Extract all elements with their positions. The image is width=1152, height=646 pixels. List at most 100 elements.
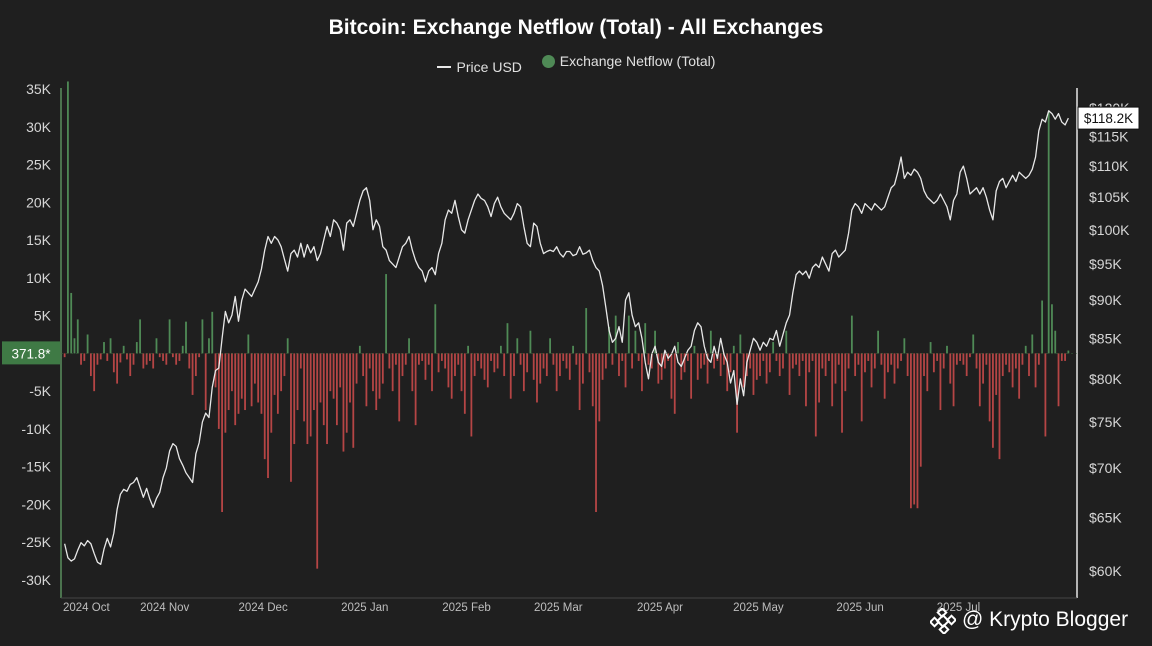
x-tick-label: 2025 Jan [341, 602, 388, 614]
y-right-tick-label: $60K [1089, 563, 1122, 579]
netflow-bar [1054, 330, 1057, 354]
netflow-bar [417, 353, 420, 365]
netflow-bar [185, 321, 187, 354]
netflow-bar [650, 353, 653, 369]
y-right-tick-label: $105K [1089, 189, 1130, 205]
netflow-bar [171, 353, 174, 358]
x-tick-label: 2025 May [733, 602, 784, 614]
netflow-bar [342, 353, 345, 452]
netflow-bar [1021, 353, 1024, 365]
legend-item-netflow[interactable]: Exchange Netflow (Total) [541, 53, 715, 69]
netflow-bar [129, 353, 132, 377]
netflow-bar [483, 353, 486, 380]
netflow-bar [739, 334, 742, 354]
netflow-bar [873, 353, 876, 369]
netflow-bar [450, 353, 453, 399]
y-left-tick-label: 35K [26, 81, 52, 97]
netflow-bar [683, 353, 686, 373]
netflow-bar [217, 353, 220, 429]
legend-item-price[interactable]: Price USD [436, 59, 522, 75]
netflow-bar [824, 353, 827, 377]
netflow-bar [283, 353, 286, 377]
netflow-bar [703, 353, 706, 365]
netflow-bar [906, 353, 909, 377]
netflow-bar [1024, 345, 1027, 354]
netflow-bar [903, 338, 906, 354]
netflow-bar [568, 353, 571, 380]
netflow-bar [529, 330, 532, 354]
netflow-bar [611, 353, 614, 365]
netflow-bar [621, 353, 624, 361]
netflow-bar [588, 353, 591, 373]
netflow-bar [80, 353, 82, 365]
netflow-bar [513, 353, 515, 377]
netflow-bar [916, 353, 919, 509]
netflow-bar [690, 353, 693, 399]
netflow-bar [201, 319, 204, 354]
netflow-bar [867, 353, 870, 361]
price-line-group [64, 110, 1069, 565]
netflow-bar [509, 353, 512, 399]
netflow-bar [365, 353, 368, 407]
netflow-bar [211, 311, 214, 354]
netflow-bar [795, 353, 798, 365]
netflow-bar [798, 353, 801, 377]
netflow-bar [641, 353, 643, 392]
netflow-bar [713, 353, 716, 369]
netflow-bar [326, 353, 328, 445]
chart-title: Bitcoin: Exchange Netflow (Total) - All … [328, 16, 824, 39]
netflow-bar [624, 353, 627, 388]
netflow-bar [470, 353, 473, 437]
netflow-bar [736, 353, 738, 433]
netflow-bar [992, 353, 994, 448]
netflow-bar [742, 353, 745, 388]
netflow-bar [260, 353, 263, 414]
netflow-bar [559, 353, 561, 377]
price-last-value-badge [1077, 106, 1140, 130]
netflow-last-value-badge [2, 341, 60, 365]
netflow-bar [926, 353, 929, 392]
netflow-bar [404, 353, 407, 365]
netflow-bar [103, 342, 105, 354]
netflow-bar [109, 338, 112, 354]
netflow-bar [850, 315, 853, 354]
netflow-bar [562, 353, 565, 361]
netflow-bar [696, 353, 699, 380]
netflow-bar [982, 353, 984, 384]
netflow-bar [946, 345, 948, 354]
netflow-bar [729, 353, 732, 373]
netflow-bar [919, 353, 922, 467]
y-left-tick-label: -10K [21, 421, 51, 437]
netflow-bar [263, 353, 266, 460]
netflow-bar [880, 353, 883, 365]
netflow-bar [549, 338, 551, 354]
netflow-bar [362, 353, 365, 377]
netflow-bar [664, 353, 666, 369]
netflow-bar [670, 353, 673, 399]
netflow-bar [847, 353, 850, 369]
netflow-bar [604, 353, 607, 369]
netflow-bar [1001, 353, 1004, 377]
netflow-bar [910, 353, 912, 509]
netflow-bar [519, 353, 522, 365]
netflow-bar [516, 338, 519, 354]
netflow-bar [431, 353, 433, 392]
netflow-bar [181, 345, 184, 354]
y-right-tick-label: $100K [1089, 222, 1130, 238]
netflow-bar [644, 323, 647, 354]
netflow-bar [755, 353, 758, 380]
netflow-bar [598, 353, 601, 422]
netflow-bar [785, 330, 788, 354]
netflow-bar [290, 353, 292, 482]
netflow-bar [145, 353, 148, 365]
netflow-bar [808, 353, 811, 373]
netflow-bar [253, 353, 256, 384]
netflow-bar [631, 353, 633, 369]
netflow-bar [575, 353, 578, 365]
netflow-bar [257, 353, 260, 403]
y-left-tick-label: 15K [26, 232, 52, 248]
netflow-bar [877, 330, 880, 354]
netflow-bar [332, 353, 335, 399]
netflow-bar [975, 353, 978, 369]
netflow-bar [303, 353, 305, 422]
